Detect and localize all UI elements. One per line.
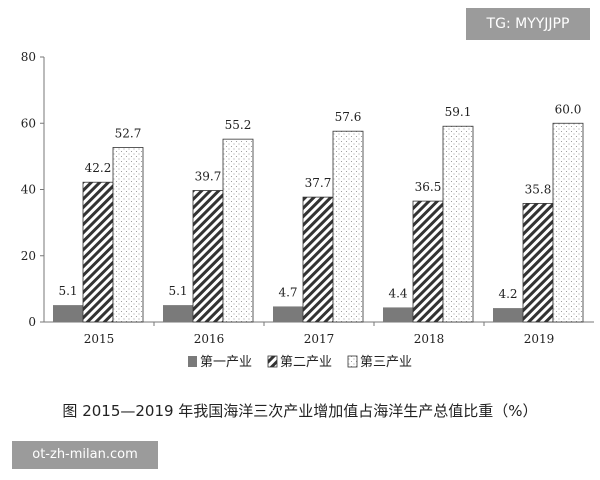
chart-caption: 图 2015—2019 年我国海洋三次产业增加值占海洋生产总值比重（%） xyxy=(62,402,538,420)
data-label: 42.2 xyxy=(85,161,112,175)
bar-1 xyxy=(163,305,193,322)
bar-chart: 0 20 40 60 80 2015 2016 2017 2018 2019 5.1 42.2 52.… xyxy=(21,50,594,370)
legend-swatch-1 xyxy=(188,356,197,367)
bar-3 xyxy=(552,122,584,323)
legend-label-3: 第三产业 xyxy=(360,355,412,370)
legend: 第一产业 第二产业 第三产业 xyxy=(188,355,412,370)
y-tick-label: 40 xyxy=(21,183,36,197)
watermark-top: TG: MYYJJPP xyxy=(466,8,590,40)
y-tick-label: 80 xyxy=(21,50,36,64)
data-label: 36.5 xyxy=(415,180,442,194)
x-tick-label: 2018 xyxy=(414,332,445,346)
bar-3 xyxy=(222,138,254,323)
data-label: 55.2 xyxy=(225,118,252,132)
data-label: 37.7 xyxy=(305,176,332,190)
x-tick-label: 2017 xyxy=(304,332,335,346)
x-tick-label: 2019 xyxy=(524,332,555,346)
bar-2 xyxy=(192,190,224,323)
data-label: 57.6 xyxy=(335,110,362,124)
bar-2 xyxy=(82,181,114,323)
legend-label-1: 第一产业 xyxy=(200,355,252,370)
data-label: 60.0 xyxy=(555,102,582,116)
y-tick-label: 0 xyxy=(28,315,36,329)
data-label: 4.2 xyxy=(498,287,517,301)
bar-1 xyxy=(493,308,523,322)
bar-3 xyxy=(442,125,474,323)
bar-1 xyxy=(273,306,303,322)
bar-2 xyxy=(522,203,554,323)
y-tick-label: 60 xyxy=(21,116,36,130)
y-tick-label: 20 xyxy=(21,249,36,263)
data-label: 4.4 xyxy=(388,286,407,300)
bar-1 xyxy=(53,305,83,322)
data-label: 35.8 xyxy=(525,182,552,196)
data-label: 52.7 xyxy=(115,126,142,140)
bar-3 xyxy=(332,130,364,323)
bar-2 xyxy=(412,200,444,323)
data-label: 39.7 xyxy=(195,169,222,183)
legend-label-2: 第二产业 xyxy=(280,355,332,370)
bar-1 xyxy=(383,307,413,322)
legend-swatch-2 xyxy=(267,355,278,368)
data-label: 59.1 xyxy=(445,105,472,119)
legend-swatch-3 xyxy=(347,355,358,368)
data-label: 4.7 xyxy=(278,285,297,299)
x-tick-label: 2015 xyxy=(84,332,115,346)
axes: 0 20 40 60 80 2015 2016 2017 2018 2019 xyxy=(21,50,594,346)
data-label: 5.1 xyxy=(58,284,77,298)
bar-2 xyxy=(302,196,334,323)
data-label: 5.1 xyxy=(168,284,187,298)
bars: 5.1 42.2 52.7 5.1 39.7 55.2 4.7 37.7 57.6 4.4 36.5… xyxy=(53,102,584,323)
watermark-bottom: ot-zh-milan.com xyxy=(12,441,158,469)
bar-3 xyxy=(112,147,144,323)
x-tick-label: 2016 xyxy=(194,332,225,346)
